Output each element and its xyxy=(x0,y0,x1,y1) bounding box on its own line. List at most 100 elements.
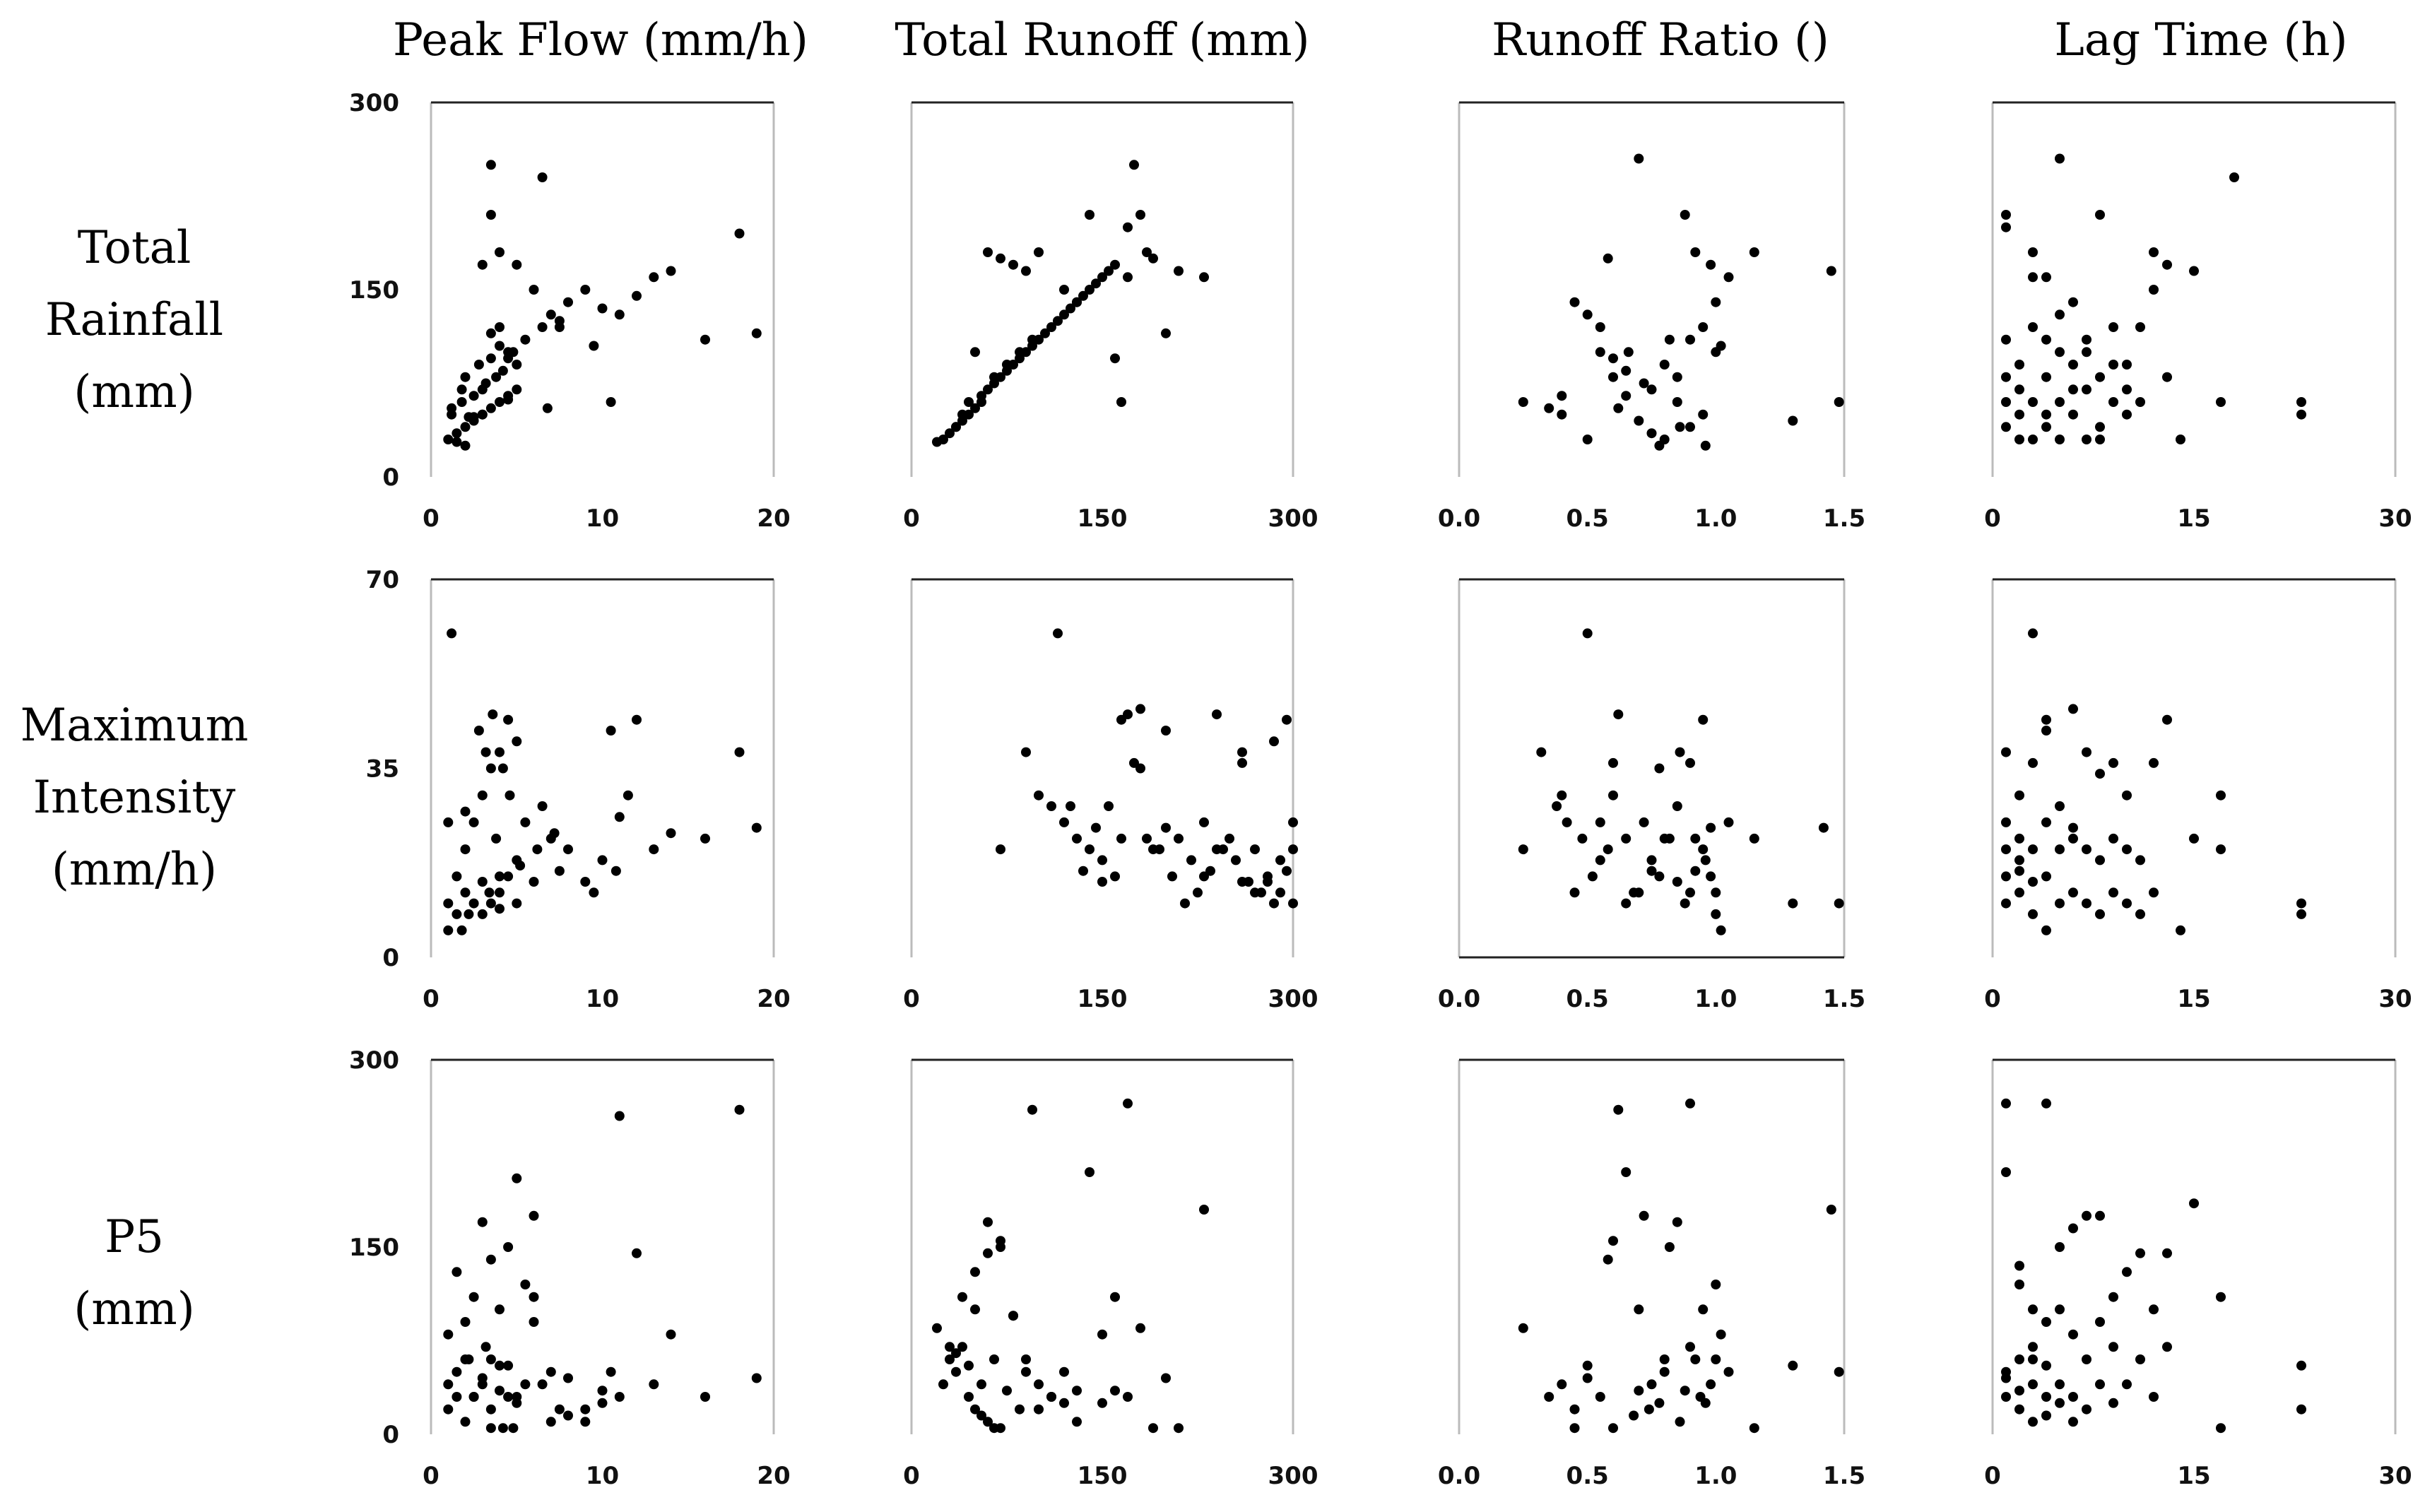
scatter-point xyxy=(2001,1373,2011,1383)
scatter-point xyxy=(1072,1417,1082,1427)
scatter-point xyxy=(580,1404,591,1414)
scatter-point xyxy=(2108,833,2118,844)
scatter-point xyxy=(2001,222,2011,232)
scatter-point xyxy=(2014,1404,2024,1414)
scatter-point xyxy=(2162,1342,2172,1352)
scatter-point xyxy=(2001,747,2011,757)
scatter-point xyxy=(1608,353,1618,364)
scatter-point xyxy=(1608,372,1618,382)
scatter-point xyxy=(460,1417,471,1427)
scatter-point xyxy=(1634,1386,1644,1396)
scatter-point xyxy=(2055,347,2065,358)
scatter-point xyxy=(2149,247,2159,257)
scatter-point xyxy=(443,1329,454,1340)
scatter-point xyxy=(1603,1254,1613,1265)
scatter-point xyxy=(1621,391,1632,401)
scatter-point xyxy=(734,747,745,757)
panel-frame xyxy=(910,1060,1294,1434)
scatter-point xyxy=(1557,790,1567,801)
scatter-point xyxy=(1544,1392,1554,1402)
scatter-point xyxy=(1085,844,1095,855)
scatter-point xyxy=(1123,1098,1133,1109)
scatter-point xyxy=(945,1342,955,1352)
scatter-point xyxy=(632,714,642,725)
scatter-point xyxy=(503,353,514,364)
scatter-point xyxy=(2149,887,2159,898)
scatter-point xyxy=(1034,247,1044,257)
scatter-point xyxy=(2041,422,2051,432)
scatter-point xyxy=(2189,266,2199,276)
x-tick-label: 0.5 xyxy=(1566,985,1609,1013)
y-tick-label: 70 xyxy=(366,566,399,594)
scatter-point xyxy=(2041,409,2051,420)
scatter-point xyxy=(460,422,471,432)
scatter-point xyxy=(2176,435,2185,444)
scatter-point xyxy=(1723,817,1734,827)
scatter-point xyxy=(983,247,993,257)
scatter-point xyxy=(2001,1167,2011,1177)
column-title-lag-time: Lag Time (h) xyxy=(2054,14,2347,66)
scatter-point xyxy=(485,1354,496,1364)
scatter-panel-r2-c3: 0 15 30 xyxy=(1984,1058,2412,1490)
x-tick-label: 1.0 xyxy=(1694,985,1737,1013)
y-tick-label: 150 xyxy=(349,276,399,305)
scatter-point xyxy=(751,328,762,338)
x-tick-label: 0 xyxy=(423,985,439,1013)
scatter-point xyxy=(649,1379,659,1390)
scatter-point xyxy=(495,887,505,898)
scatter-point xyxy=(468,1392,479,1402)
scatter-point xyxy=(1834,397,1844,407)
scatter-point xyxy=(1040,328,1050,338)
scatter-point xyxy=(1231,855,1241,866)
scatter-point xyxy=(1659,833,1670,844)
scatter-point xyxy=(545,1366,556,1377)
scatter-point xyxy=(477,409,488,420)
scatter-point xyxy=(456,384,467,395)
scatter-point xyxy=(495,747,505,757)
row-title-p5-line2: (mm) xyxy=(73,1283,194,1335)
scatter-point xyxy=(443,925,454,935)
scatter-point xyxy=(2082,1210,2091,1221)
scatter-point xyxy=(503,394,514,405)
scatter-point xyxy=(1135,1323,1145,1333)
scatter-point xyxy=(508,1423,519,1434)
scatter-point xyxy=(2001,210,2011,220)
scatter-point xyxy=(1639,378,1649,389)
scatter-point xyxy=(2082,384,2091,395)
scatter-point xyxy=(1672,877,1682,887)
scatter-point xyxy=(606,397,616,407)
scatter-point xyxy=(1059,1398,1069,1408)
scatter-point xyxy=(597,855,608,866)
scatter-point xyxy=(1218,844,1228,855)
scatter-point xyxy=(649,844,659,855)
scatter-point xyxy=(996,253,1005,264)
scatter-point xyxy=(503,1360,514,1371)
scatter-point xyxy=(1698,844,1709,855)
scatter-point xyxy=(1690,1354,1701,1364)
scatter-point xyxy=(2162,714,2172,725)
scatter-point xyxy=(2055,435,2065,444)
scatter-point xyxy=(2014,360,2024,370)
scatter-panel-r1-c0: 0 10 20 0 35 70 xyxy=(366,566,791,1013)
scatter-point xyxy=(452,1392,462,1402)
scatter-point xyxy=(932,1323,942,1333)
scatter-point xyxy=(554,866,565,876)
scatter-point xyxy=(485,353,496,364)
x-tick-label: 0.0 xyxy=(1438,1462,1480,1490)
x-tick-label: 150 xyxy=(1078,1462,1128,1490)
row-title-total-rainfall-line3: (mm) xyxy=(73,366,194,418)
scatter-point xyxy=(2041,372,2051,382)
scatter-point xyxy=(1002,1386,1012,1396)
x-tick-label: 30 xyxy=(2378,985,2412,1013)
scatter-point xyxy=(2014,866,2024,876)
scatter-point xyxy=(1595,817,1605,827)
y-tick-label: 0 xyxy=(382,463,399,492)
scatter-point xyxy=(2216,844,2226,855)
scatter-point xyxy=(666,828,676,839)
scatter-point xyxy=(1654,763,1665,774)
scatter-point xyxy=(1288,817,1298,827)
scatter-point xyxy=(1608,757,1618,768)
panel-frame xyxy=(910,102,1294,477)
scatter-point xyxy=(1123,1392,1133,1402)
scatter-point xyxy=(1680,210,1690,220)
